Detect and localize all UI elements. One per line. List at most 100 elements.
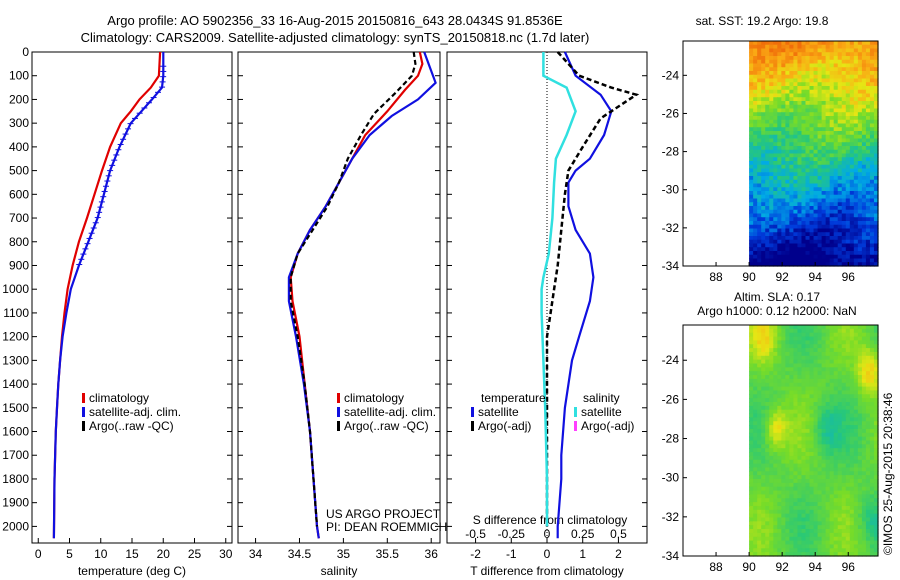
sst_map-cell (857, 157, 863, 162)
sst_map-cell (765, 217, 770, 222)
sst_map-cell (769, 161, 774, 166)
sst_map-cell (861, 258, 867, 263)
sla_map-cell (809, 532, 815, 538)
sst_map-cell (821, 161, 827, 166)
sla_map-cell (829, 409, 835, 415)
sst_map-cell (801, 254, 807, 260)
sla_map-cell (753, 475, 758, 480)
sla_map-cell (873, 540, 879, 546)
sla_map-cell (845, 486, 851, 492)
sst_map-cell (829, 194, 835, 200)
sst_map-cell (749, 194, 754, 200)
sst_map-cell (809, 86, 815, 91)
sla_map-cell (833, 505, 839, 511)
sst_map-cell (781, 236, 786, 241)
sst_map-cell (761, 149, 766, 155)
sla_map-cell (821, 428, 827, 434)
sla_map-cell (849, 475, 855, 480)
sst_map-cell (841, 134, 847, 140)
sst_map-cell (781, 74, 786, 80)
sst_map-cell (749, 243, 754, 248)
legend-label: satellite (478, 405, 519, 419)
sst_map-cell (753, 153, 758, 158)
sst_map-cell (813, 48, 819, 53)
sst_map-cell (769, 236, 774, 241)
sla_map-cell (789, 348, 795, 353)
sla_map-cell (829, 498, 835, 503)
sla_map-cell (797, 513, 803, 519)
sst_map-cell (857, 41, 863, 46)
sst_map-cell (757, 127, 762, 132)
sla_map-cell (857, 382, 863, 388)
sla_map-cell (801, 390, 807, 395)
sst_map-cell (797, 153, 803, 158)
sla_map-cell (781, 475, 786, 480)
sla_map-cell (777, 432, 782, 438)
sla_map-cell (769, 409, 774, 415)
sla_map-cell (817, 529, 823, 534)
sst_map-cell (825, 131, 831, 136)
sla_map-cell (825, 428, 831, 434)
sst_map-cell (765, 157, 770, 162)
sla_map-cell (785, 332, 790, 338)
sst_map-cell (785, 89, 790, 95)
sla_map-cell (849, 467, 855, 472)
sst_map-cell (749, 239, 754, 245)
sst_map-cell (777, 108, 782, 113)
sla_map-cell (797, 382, 803, 388)
sla_map-cell (865, 421, 871, 426)
sla_map-cell (861, 452, 867, 457)
sla_map-cell (785, 540, 790, 546)
sst_map-cell (853, 161, 859, 166)
sst_map-cell (853, 116, 859, 121)
sla_map-cell (873, 428, 879, 434)
sst_map-cell (777, 131, 782, 136)
sst_map-cell (785, 74, 790, 80)
sst_map-cell (809, 78, 815, 83)
sst_map-cell (765, 194, 770, 200)
sst_map-cell (753, 258, 758, 263)
sla_map-cell (805, 371, 811, 376)
sla_map-cell (837, 425, 843, 430)
sst_map-cell (853, 236, 859, 241)
sla_map-cell (749, 348, 754, 353)
sst_map-cell (753, 127, 758, 132)
sla_map-cell (833, 548, 839, 553)
sst_map-cell (805, 82, 811, 87)
sla_map-cell (789, 448, 795, 453)
sst_map-cell (857, 97, 863, 102)
sst_map-cell (801, 239, 807, 245)
sst_map-cell (805, 153, 811, 158)
sst_map-cell (817, 161, 823, 166)
sst_map-cell (761, 206, 766, 211)
sst_map-cell (841, 157, 847, 162)
sla_map-cell (765, 409, 770, 415)
sla_map-cell (873, 529, 879, 534)
sst_map-cell (861, 153, 867, 158)
sla_map-cell (829, 471, 835, 476)
sla_map-cell (845, 479, 851, 484)
sst_map-cell (841, 56, 847, 61)
sla_map-cell (869, 448, 875, 453)
sla_map-cell (781, 444, 786, 449)
sst_map-cell (749, 86, 754, 91)
sst_map-cell (833, 56, 839, 61)
sla_map-cell (833, 432, 839, 438)
sst_map-cell (793, 97, 799, 102)
sla_map-cell (749, 505, 754, 511)
sla_map-cell (873, 525, 879, 530)
sst_map-cell (781, 89, 786, 95)
sst_map-cell (789, 116, 795, 121)
sla_map-cell (865, 455, 871, 461)
sla_map-cell (857, 367, 863, 372)
legend-label: Argo(..raw -QC) (89, 419, 174, 433)
sst_map-cell (773, 221, 778, 226)
sla_map-cell (781, 517, 786, 522)
sst_map-cell (817, 59, 823, 65)
sla_map-cell (841, 482, 847, 488)
sla_map-cell (769, 513, 774, 519)
sst_map-cell (789, 86, 795, 91)
sla_map-cell (809, 471, 815, 476)
sla_map-cell (861, 486, 867, 492)
sst_map-cell (793, 179, 799, 185)
